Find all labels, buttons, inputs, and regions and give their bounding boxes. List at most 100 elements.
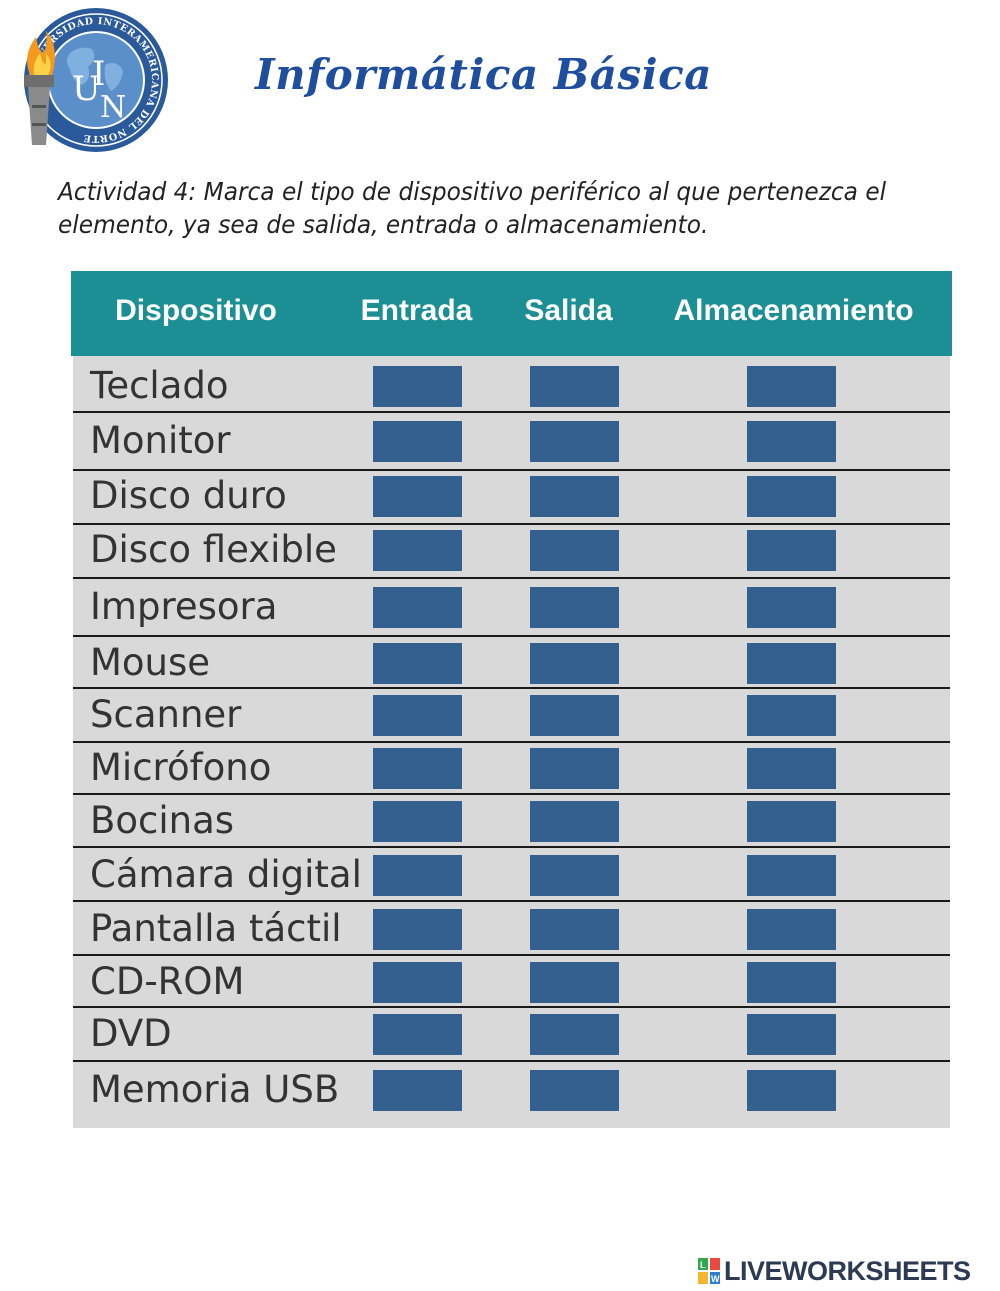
answer-box-entrada[interactable] — [373, 421, 462, 462]
answer-box-entrada[interactable] — [373, 530, 462, 571]
row-divider — [73, 954, 950, 956]
answer-box-entrada[interactable] — [373, 695, 462, 736]
answer-box-entrada[interactable] — [373, 1070, 462, 1111]
table-row: Teclado — [73, 358, 950, 412]
answer-box-almacenamiento[interactable] — [747, 587, 836, 628]
row-divider — [73, 1006, 950, 1008]
header-dispositivo: Dispositivo — [115, 294, 277, 327]
answer-box-almacenamiento[interactable] — [747, 801, 836, 842]
table-row: Disco duro — [73, 468, 950, 522]
device-label: Pantalla táctil — [90, 907, 342, 950]
logo-letter-i: I — [92, 54, 105, 94]
device-label: DVD — [90, 1012, 172, 1055]
answer-box-salida[interactable] — [530, 476, 619, 517]
table-row: Memoria USB — [73, 1062, 950, 1116]
answer-box-entrada[interactable] — [373, 801, 462, 842]
answer-box-salida[interactable] — [530, 530, 619, 571]
answer-box-entrada[interactable] — [373, 476, 462, 517]
row-divider — [73, 687, 950, 689]
table-row: CD-ROM — [73, 954, 950, 1008]
answer-box-entrada[interactable] — [373, 587, 462, 628]
answer-box-almacenamiento[interactable] — [747, 1070, 836, 1111]
answer-box-almacenamiento[interactable] — [747, 695, 836, 736]
device-label: Teclado — [90, 364, 229, 407]
table-row: Pantalla táctil — [73, 901, 950, 955]
answer-box-salida[interactable] — [530, 1070, 619, 1111]
answer-box-entrada[interactable] — [373, 643, 462, 684]
device-label: Disco duro — [90, 474, 287, 517]
table-row: Scanner — [73, 687, 950, 741]
device-label: Impresora — [90, 585, 278, 628]
page-title: Informática Básica — [255, 50, 712, 99]
university-logo: UNIVERSIDAD INTERAMERICANA DEL NORTE U I… — [10, 5, 170, 155]
device-label: Cámara digital — [90, 853, 362, 896]
answer-box-almacenamiento[interactable] — [747, 1014, 836, 1055]
answer-box-almacenamiento[interactable] — [747, 366, 836, 407]
device-label: Memoria USB — [90, 1068, 340, 1111]
row-divider — [73, 793, 950, 795]
row-divider — [73, 741, 950, 743]
answer-box-salida[interactable] — [530, 587, 619, 628]
row-divider — [73, 900, 950, 902]
answer-box-salida[interactable] — [530, 801, 619, 842]
answer-box-salida[interactable] — [530, 748, 619, 789]
device-label: CD-ROM — [90, 960, 245, 1003]
table-row: Monitor — [73, 413, 950, 467]
device-label: Bocinas — [90, 799, 235, 842]
row-divider — [73, 635, 950, 637]
brand-name: LIVEWORKSHEETS — [724, 1255, 971, 1286]
answer-box-salida[interactable] — [530, 962, 619, 1003]
answer-box-salida[interactable] — [530, 909, 619, 950]
answer-box-almacenamiento[interactable] — [747, 421, 836, 462]
answer-box-entrada[interactable] — [373, 855, 462, 896]
answer-box-entrada[interactable] — [373, 366, 462, 407]
row-divider — [73, 411, 950, 413]
liveworksheets-logo-icon: L W — [698, 1258, 720, 1284]
answer-box-salida[interactable] — [530, 1014, 619, 1055]
answer-box-almacenamiento[interactable] — [747, 855, 836, 896]
device-label: Micrófono — [90, 746, 272, 789]
answer-box-almacenamiento[interactable] — [747, 476, 836, 517]
answer-box-almacenamiento[interactable] — [747, 643, 836, 684]
activity-instructions: Actividad 4: Marca el tipo de dispositiv… — [58, 177, 887, 239]
table-row: Cámara digital — [73, 847, 950, 901]
table-row: Micrófono — [73, 740, 950, 794]
table-header: Dispositivo Entrada Salida Almacenamient… — [71, 271, 952, 356]
table-row: Mouse — [73, 635, 950, 689]
device-label: Mouse — [90, 641, 211, 684]
row-divider — [73, 469, 950, 471]
row-divider — [73, 1060, 950, 1062]
answer-box-entrada[interactable] — [373, 962, 462, 1003]
brand-mark-letter-w: W — [711, 1274, 720, 1284]
table-row: DVD — [73, 1006, 950, 1060]
answer-box-entrada[interactable] — [373, 1014, 462, 1055]
answer-box-salida[interactable] — [530, 421, 619, 462]
header-almacenamiento: Almacenamiento — [673, 294, 914, 327]
answer-box-almacenamiento[interactable] — [747, 748, 836, 789]
answer-box-almacenamiento[interactable] — [747, 530, 836, 571]
table-row: Impresora — [73, 579, 950, 633]
answer-box-entrada[interactable] — [373, 748, 462, 789]
logo-letter-n: N — [100, 90, 126, 125]
answer-box-salida[interactable] — [530, 855, 619, 896]
table-row: Bocinas — [73, 793, 950, 847]
answer-box-almacenamiento[interactable] — [747, 909, 836, 950]
torch-icon — [24, 31, 55, 145]
logo-letter-u: U — [72, 69, 101, 109]
answer-box-almacenamiento[interactable] — [747, 962, 836, 1003]
table-row: Disco flexible — [73, 522, 950, 576]
table-body: Teclado Monitor Disco duro Disco flexibl… — [73, 356, 950, 1128]
answer-box-salida[interactable] — [530, 695, 619, 736]
device-label: Monitor — [90, 419, 231, 462]
device-label: Disco flexible — [90, 528, 337, 571]
answer-box-entrada[interactable] — [373, 909, 462, 950]
header-entrada: Entrada — [360, 294, 473, 327]
answer-box-salida[interactable] — [530, 366, 619, 407]
liveworksheets-brand: L W LIVEWORKSHEETS — [698, 1255, 971, 1287]
brand-mark-letter-l: L — [700, 1260, 706, 1270]
header-salida: Salida — [524, 294, 613, 327]
row-divider — [73, 846, 950, 848]
device-label: Scanner — [90, 693, 242, 736]
row-divider — [73, 523, 950, 525]
answer-box-salida[interactable] — [530, 643, 619, 684]
